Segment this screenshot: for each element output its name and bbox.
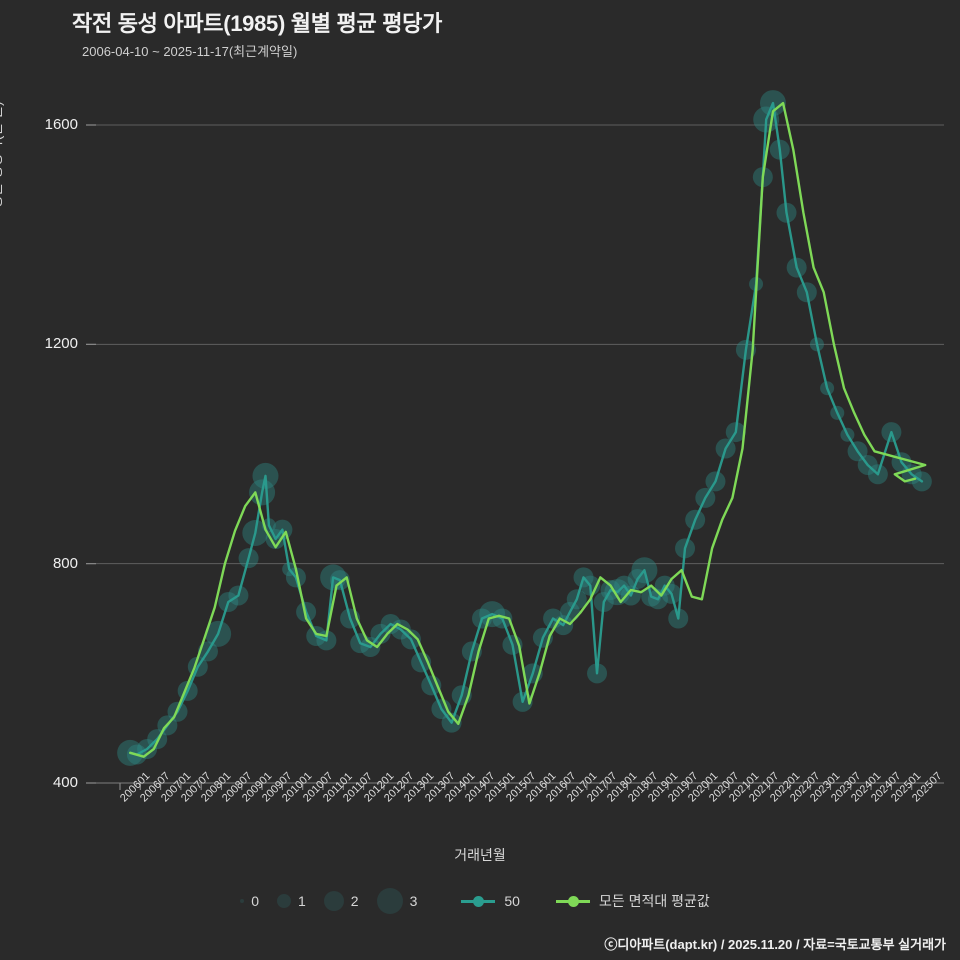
legend-bubble-icon	[323, 891, 344, 911]
legend-line-swatch-average	[555, 895, 590, 907]
legend-size-label: 0	[251, 893, 259, 909]
page-title: 작전 동성 아파트(1985) 월별 평균 평당가	[72, 11, 443, 36]
line-series-average	[129, 101, 927, 758]
chart-legend: 0 1 2 3 50 모든 면적대 평균값	[0, 888, 960, 914]
legend-bubble-icon	[240, 899, 245, 903]
legend-dot-icon	[567, 895, 579, 907]
chart-subtitle: 2006-04-10 ~ 2025-11-17(최근계약일)	[82, 44, 298, 59]
series-line-average	[129, 101, 927, 758]
x-tick-marks	[119, 783, 913, 790]
x-axis-title: 거래년월	[454, 847, 506, 863]
legend-size-label: 2	[350, 893, 359, 909]
legend-size-item: 3	[376, 888, 418, 914]
gridlines	[96, 124, 944, 784]
legend-size-label: 3	[409, 893, 418, 909]
bubble-points	[117, 90, 932, 766]
legend-series-50[interactable]: 50	[461, 893, 520, 909]
legend-line-swatch-50	[461, 895, 496, 907]
y-tick-label: 1200	[44, 335, 78, 353]
y-tick-marks	[86, 124, 96, 784]
y-tick-label: 400	[52, 774, 78, 791]
legend-size-scale: 0 1 2 3	[240, 888, 435, 914]
legend-size-label: 1	[298, 893, 306, 909]
y-tick-label: 800	[52, 554, 78, 572]
legend-dot-icon	[473, 895, 485, 907]
legend-size-item: 0	[240, 893, 259, 909]
legend-size-item: 1	[277, 893, 306, 909]
footer-credit: ⓒ디아파트(dapt.kr) / 2025.11.20 / 자료=국토교통부 실…	[604, 937, 946, 952]
series-line-50	[129, 101, 924, 756]
legend-size-item: 2	[323, 891, 359, 911]
legend-label-average: 모든 면적대 평균값	[598, 893, 710, 909]
y-tick-label: 1600	[44, 116, 78, 133]
line-series-50	[129, 101, 924, 756]
legend-label-50: 50	[504, 893, 520, 909]
legend-bubble-icon	[376, 888, 403, 914]
legend-series-average[interactable]: 모든 면적대 평균값	[555, 891, 710, 911]
legend-bubble-icon	[277, 894, 291, 908]
